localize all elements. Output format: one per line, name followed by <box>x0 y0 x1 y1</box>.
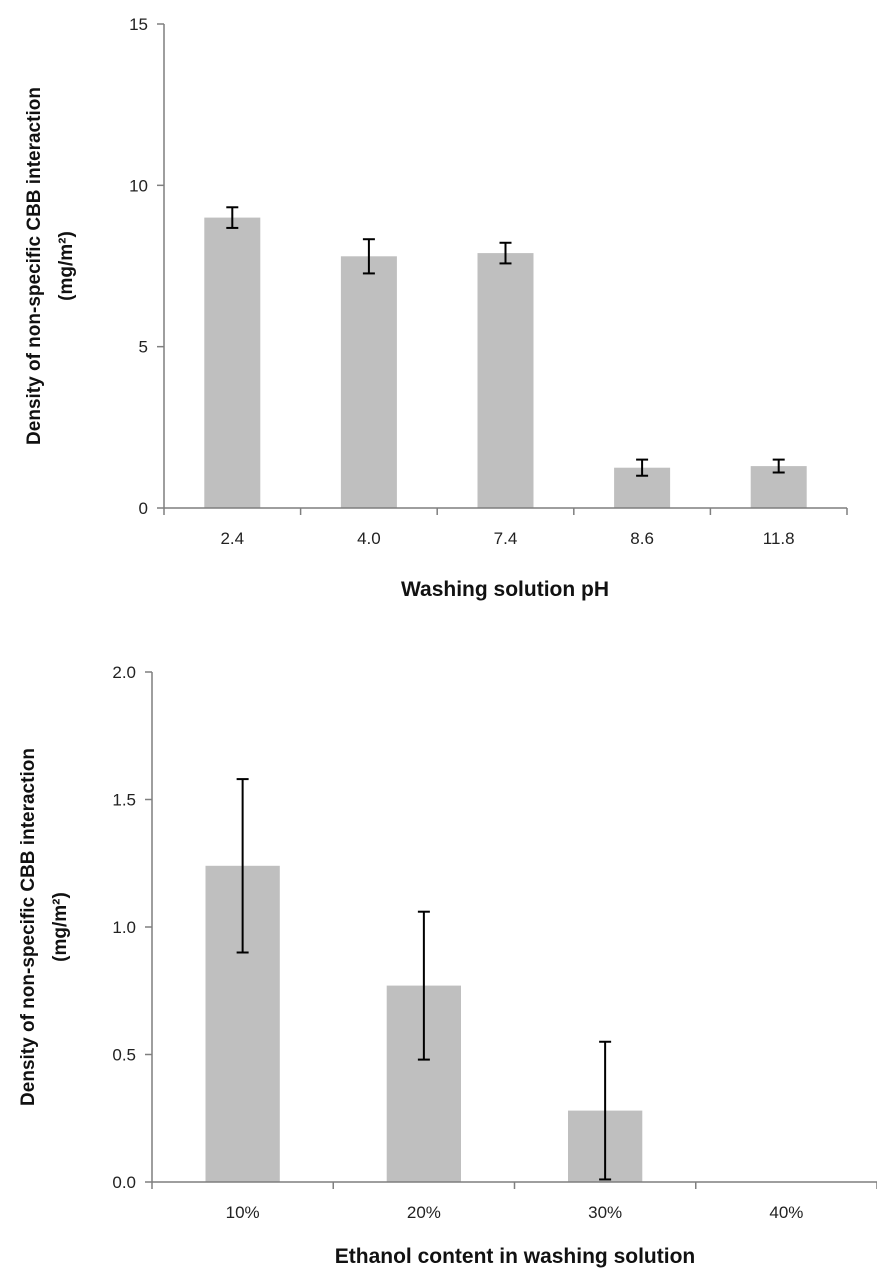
ph-bars <box>204 217 807 508</box>
x-tick-label: 4.0 <box>357 529 381 548</box>
y-tick-label: 2.0 <box>112 663 136 682</box>
ph-y-axis-title: Density of non-specific CBB interaction <box>24 87 45 445</box>
x-tick-label: 7.4 <box>494 529 518 548</box>
error-bar-7.4 <box>499 241 512 265</box>
error-bar-4.0 <box>362 238 375 275</box>
ethanol-y-ticks: 0.0 0.5 1.0 1.5 2.0 <box>112 663 152 1192</box>
ethanol-x-ticks: 10% 20% 30% 40% <box>151 1182 877 1222</box>
error-bar-10% <box>236 778 249 954</box>
error-bar-30% <box>599 1040 612 1181</box>
ethanol-y-axis-unit: (mg/m²) <box>50 892 71 962</box>
x-tick-label: 30% <box>588 1203 622 1222</box>
x-tick-label: 11.8 <box>763 529 795 548</box>
y-tick-label: 0.5 <box>112 1046 136 1065</box>
ph-y-axis-unit: (mg/m²) <box>56 231 77 301</box>
x-tick-label: 40% <box>769 1203 803 1222</box>
ph-error-bars <box>226 206 785 477</box>
x-tick-label: 2.4 <box>220 529 244 548</box>
error-bar-8.6 <box>636 458 649 477</box>
y-tick-label: 0 <box>139 499 148 518</box>
y-tick-label: 10 <box>129 176 148 195</box>
error-bar-11.8 <box>772 458 785 474</box>
y-tick-label: 15 <box>129 15 148 34</box>
ph-x-ticks: 2.4 4.0 7.4 8.6 11.8 <box>163 508 848 548</box>
error-bar-2.4 <box>226 206 239 229</box>
ethanol-bars <box>205 865 643 1182</box>
bar-4.0 <box>340 256 397 508</box>
ph-bar-chart: 0 5 10 15 2.4 4.0 7.4 8.6 11.8 Washing solution… <box>24 15 848 601</box>
bar-2.4 <box>204 217 261 508</box>
ethanol-bar-chart: 0.0 0.5 1.0 1.5 2.0 10% 20% 30% 40% Ethanol con… <box>18 663 877 1268</box>
x-tick-label: 20% <box>407 1203 441 1222</box>
ph-x-axis-title: Washing solution pH <box>401 578 609 601</box>
x-tick-label: 8.6 <box>630 529 654 548</box>
ethanol-y-axis-title: Density of non-specific CBB interaction <box>18 748 39 1106</box>
y-tick-label: 5 <box>139 338 148 357</box>
ph-axes <box>163 24 847 509</box>
ph-y-ticks: 0 5 10 15 <box>129 15 164 518</box>
y-tick-label: 1.5 <box>112 791 136 810</box>
error-bar-20% <box>417 910 430 1061</box>
y-tick-label: 0.0 <box>112 1173 136 1192</box>
ethanol-error-bars <box>236 778 612 1181</box>
ethanol-x-axis-title: Ethanol content in washing solution <box>335 1245 696 1268</box>
bar-7.4 <box>477 253 534 508</box>
y-tick-label: 1.0 <box>112 918 136 937</box>
x-tick-label: 10% <box>226 1203 260 1222</box>
